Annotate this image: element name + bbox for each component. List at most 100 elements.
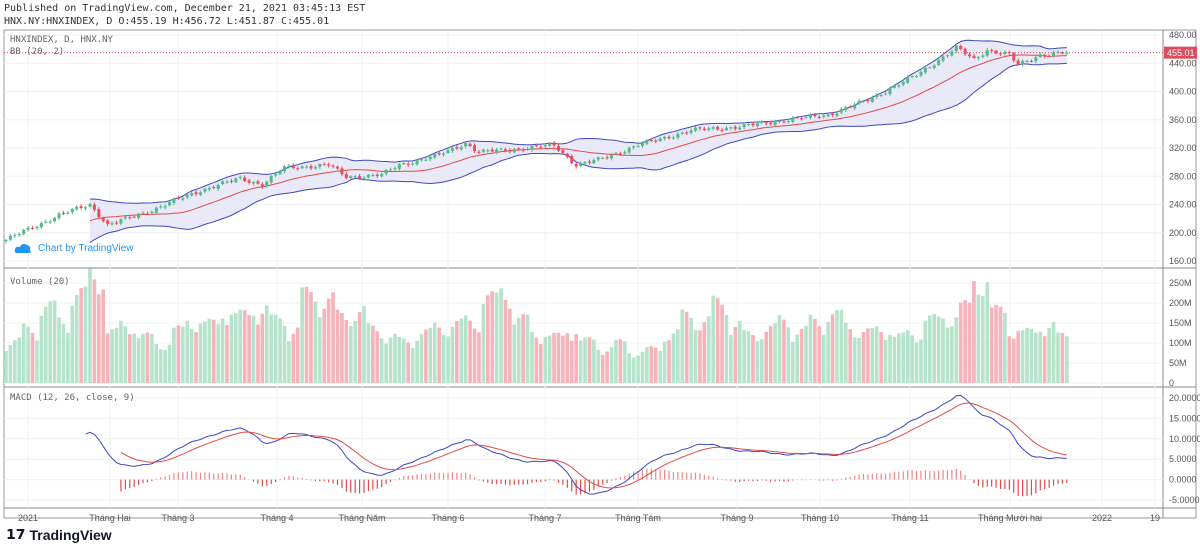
- candle-body: [296, 168, 300, 170]
- volume-bar: [194, 332, 198, 383]
- candle-body: [238, 176, 242, 178]
- tradingview-logo[interactable]: 𝟭𝟳 TradingView: [6, 526, 112, 543]
- candle-body: [499, 148, 503, 150]
- candle-body: [194, 192, 198, 195]
- candle-body: [760, 121, 764, 123]
- volume-bar: [821, 334, 826, 383]
- candle-body: [22, 229, 26, 235]
- volume-bar: [74, 295, 79, 383]
- candle-body: [596, 157, 600, 160]
- volume-bar: [163, 350, 167, 383]
- volume-bar: [994, 304, 998, 383]
- candle-body: [649, 139, 653, 141]
- volume-bar: [136, 338, 141, 383]
- volume-bar: [459, 318, 464, 383]
- volume-bar: [764, 331, 769, 383]
- candle-body: [915, 76, 919, 78]
- volume-bar: [313, 301, 318, 383]
- volume-bar: [463, 315, 468, 383]
- volume-bar: [287, 341, 291, 383]
- candle-body: [154, 207, 158, 213]
- volume-bar: [830, 314, 835, 383]
- volume-bar: [494, 292, 499, 383]
- candle-body: [733, 126, 737, 129]
- volume-bar: [525, 314, 530, 383]
- candle-body: [640, 143, 644, 146]
- candle-body: [256, 181, 260, 184]
- candle-body: [375, 174, 379, 177]
- candle-body: [786, 121, 790, 123]
- volume-bar: [963, 300, 967, 383]
- volume-bar: [919, 339, 923, 383]
- candle-body: [707, 128, 711, 130]
- volume-bar: [273, 314, 278, 383]
- candle-body: [579, 162, 583, 166]
- volume-bar: [176, 325, 181, 383]
- price-tick-label: 320.00: [1169, 143, 1197, 153]
- volume-bar: [415, 340, 419, 383]
- time-tick-label: Tháng Hai: [89, 513, 131, 523]
- candle-body: [70, 208, 74, 213]
- candle-body: [4, 239, 8, 242]
- volume-bar: [614, 339, 618, 383]
- candle-body: [437, 152, 441, 155]
- macd-tick-label: 5.0000: [1169, 454, 1197, 464]
- volume-bar: [39, 315, 44, 383]
- candle-body: [446, 150, 450, 154]
- candle-body: [716, 126, 720, 130]
- time-tick-label: Tháng 7: [528, 513, 561, 523]
- signal-line: [120, 402, 1067, 489]
- candle-body: [159, 206, 163, 208]
- volume-bar: [441, 334, 446, 383]
- time-tick-label: Tháng 11: [891, 513, 928, 523]
- volume-bar: [503, 299, 508, 383]
- candle-body: [97, 209, 101, 218]
- volume-bar: [419, 334, 424, 383]
- macd-tick-label: 20.0000: [1169, 393, 1200, 403]
- volume-bar: [914, 342, 919, 383]
- candle-body: [75, 206, 79, 210]
- candle-body: [287, 165, 291, 167]
- volume-bar: [172, 327, 176, 383]
- candle-body: [415, 160, 419, 165]
- volume-bar: [499, 288, 503, 383]
- candle-body: [548, 143, 552, 146]
- volume-bar: [923, 320, 928, 383]
- volume-bar: [662, 341, 667, 383]
- candle-body: [349, 176, 353, 179]
- volume-bar: [304, 286, 309, 383]
- candle-body: [976, 57, 980, 59]
- volume-bar: [229, 314, 234, 383]
- candle-body: [39, 222, 43, 228]
- volume-bar: [631, 357, 636, 383]
- volume-bar: [123, 326, 128, 383]
- candle-body: [265, 181, 269, 187]
- candle-body: [433, 153, 437, 158]
- price-tick-label: 160.00: [1169, 256, 1197, 266]
- volume-bar: [1056, 332, 1060, 383]
- volume-bar: [1042, 336, 1047, 383]
- volume-bar: [711, 295, 715, 383]
- tradingview-watermark[interactable]: Chart by TradingView: [14, 242, 133, 254]
- volume-bar: [114, 327, 119, 383]
- candle-body: [1047, 55, 1051, 57]
- candle-body: [632, 146, 636, 148]
- volume-bar: [110, 329, 114, 383]
- volume-bar: [985, 281, 990, 383]
- candle-body: [835, 113, 839, 116]
- volume-bar: [490, 291, 494, 383]
- volume-bar: [185, 320, 190, 383]
- time-tick-label: Tháng 3: [161, 513, 194, 523]
- volume-bar: [455, 321, 459, 383]
- volume-bar: [981, 295, 985, 383]
- macd-tick-label: 10.0000: [1169, 434, 1200, 444]
- volume-bar: [698, 330, 702, 383]
- candle-body: [1016, 60, 1020, 65]
- volume-bar: [1034, 332, 1038, 383]
- time-tick-label: Tháng Tám: [615, 513, 661, 523]
- volume-bar: [729, 334, 733, 383]
- volume-bar: [357, 312, 362, 383]
- volume-bar: [150, 333, 154, 383]
- volume-bar: [481, 303, 486, 383]
